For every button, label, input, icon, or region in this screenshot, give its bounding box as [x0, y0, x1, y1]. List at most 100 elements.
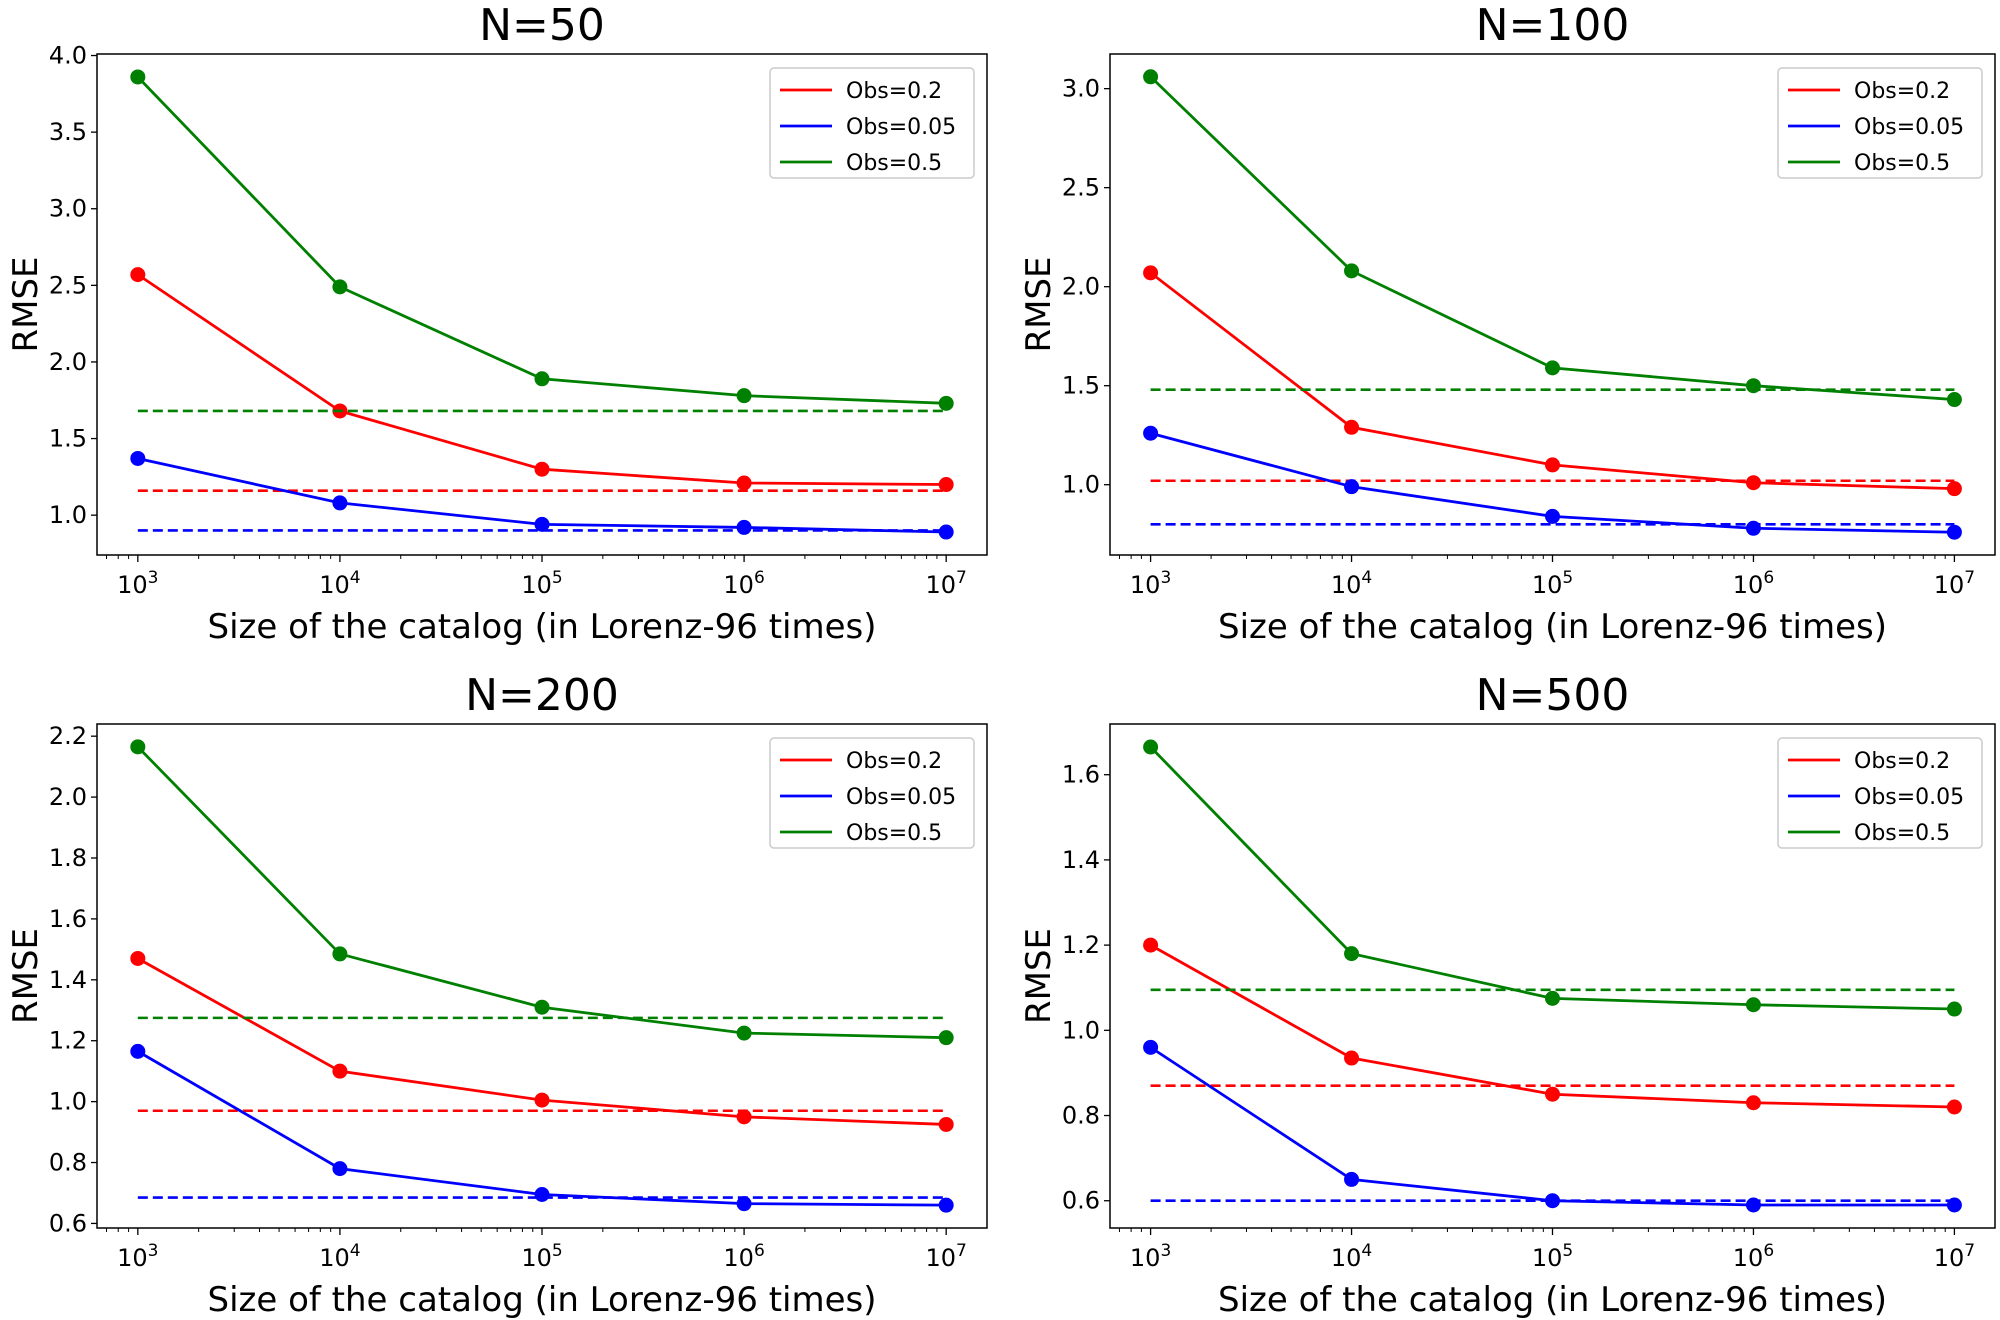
- data-point-obs-0p05: [736, 1196, 752, 1212]
- legend-label: Obs=0.05: [1854, 785, 1964, 810]
- y-axis-label: RMSE: [1019, 928, 1059, 1024]
- y-tick-label: 1.4: [1062, 846, 1100, 874]
- legend-label: Obs=0.5: [1854, 151, 1950, 176]
- data-point-obs-0p5: [736, 388, 752, 404]
- y-tick-label: 2.0: [49, 348, 87, 376]
- data-point-obs-0p5: [534, 999, 550, 1015]
- data-point-obs-0p05: [1545, 508, 1560, 524]
- data-point-obs-0p05: [130, 450, 146, 466]
- y-tick-label: 1.0: [49, 501, 87, 529]
- y-tick-label: 1.2: [49, 1027, 87, 1055]
- legend-label: Obs=0.05: [1854, 115, 1964, 140]
- data-point-obs-0p2: [736, 1109, 752, 1125]
- subplot-title: N=500: [1476, 670, 1630, 721]
- data-point-obs-0p5: [938, 1030, 954, 1046]
- x-tick-label: 104: [1331, 1241, 1372, 1272]
- data-point-obs-0p2: [332, 1063, 348, 1079]
- data-point-obs-0p2: [1545, 457, 1560, 473]
- data-point-obs-0p5: [736, 1025, 752, 1041]
- legend-label: Obs=0.2: [1854, 749, 1950, 774]
- legend-label: Obs=0.5: [1854, 821, 1950, 846]
- data-point-obs-0p05: [1344, 1171, 1360, 1187]
- y-tick-label: 0.6: [1062, 1187, 1100, 1215]
- y-tick-label: 2.5: [1062, 174, 1100, 202]
- x-tick-label: 107: [925, 1241, 966, 1272]
- data-point-obs-0p05: [938, 524, 954, 540]
- data-point-obs-0p2: [1946, 1099, 1962, 1115]
- data-point-obs-0p5: [1545, 360, 1560, 376]
- data-point-obs-0p5: [1143, 739, 1159, 755]
- series-line-obs-0p05: [1149, 1046, 1955, 1207]
- y-tick-label: 2.0: [1062, 273, 1100, 301]
- x-tick-label: 103: [117, 568, 158, 599]
- x-axis-label: Size of the catalog (in Lorenz-96 times): [1218, 1280, 1887, 1320]
- x-tick-label: 106: [723, 568, 764, 599]
- x-tick-label: 105: [1532, 1241, 1573, 1272]
- x-tick-label: 106: [1733, 1241, 1774, 1272]
- y-tick-label: 1.0: [1062, 471, 1100, 499]
- y-tick-label: 1.4: [49, 966, 87, 994]
- y-tick-label: 1.8: [49, 844, 87, 872]
- x-tick-label: 103: [1130, 1241, 1171, 1272]
- data-point-obs-0p2: [1745, 1095, 1761, 1111]
- legend-frame: [769, 737, 975, 849]
- y-tick-label: 2.5: [49, 271, 87, 299]
- y-axis-label: RMSE: [1019, 256, 1059, 352]
- data-point-obs-0p05: [534, 1187, 550, 1203]
- data-point-obs-0p2: [534, 461, 550, 477]
- data-point-obs-0p5: [332, 279, 348, 295]
- data-point-obs-0p5: [1143, 69, 1159, 85]
- y-tick-label: 2.2: [49, 722, 87, 750]
- legend-label: Obs=0.2: [846, 79, 942, 104]
- legend: Obs=0.2 Obs=0.05 Obs=0.5: [769, 737, 975, 849]
- y-axis-label: RMSE: [6, 256, 46, 352]
- data-point-obs-0p2: [736, 475, 752, 491]
- data-point-obs-0p5: [130, 739, 146, 755]
- legend-frame: [769, 67, 975, 179]
- y-tick-label: 1.6: [49, 905, 87, 933]
- legend: Obs=0.2 Obs=0.05 Obs=0.5: [1777, 737, 1983, 849]
- y-axis-label: RMSE: [6, 928, 46, 1024]
- x-tick-label: 107: [1934, 1241, 1975, 1272]
- legend-label: Obs=0.05: [846, 785, 956, 810]
- legend-label: Obs=0.2: [846, 749, 942, 774]
- data-point-obs-0p2: [1344, 419, 1360, 435]
- data-point-obs-0p2: [938, 477, 954, 493]
- series-line-obs-0p2: [1149, 271, 1955, 491]
- data-point-obs-0p2: [1745, 475, 1761, 491]
- y-tick-label: 0.6: [49, 1209, 87, 1237]
- data-point-obs-0p5: [1545, 990, 1560, 1006]
- data-point-obs-0p5: [938, 395, 954, 411]
- data-point-obs-0p2: [1946, 481, 1962, 497]
- legend-frame: [1777, 737, 1983, 849]
- legend-label: Obs=0.05: [846, 115, 956, 140]
- subplot-n-100: N=100 1.0 1.5 2.0 2.5 3.0 103 104 105 106 107 Size …: [1019, 0, 1996, 647]
- data-point-obs-0p05: [938, 1197, 954, 1213]
- y-tick-label: 3.0: [49, 195, 87, 223]
- x-tick-label: 106: [723, 1241, 764, 1272]
- x-tick-label: 103: [117, 1241, 158, 1272]
- legend-label: Obs=0.5: [846, 821, 942, 846]
- data-point-obs-0p05: [1143, 1039, 1159, 1055]
- x-tick-label: 105: [1532, 568, 1573, 599]
- x-axis-label: Size of the catalog (in Lorenz-96 times): [207, 1280, 876, 1320]
- data-point-obs-0p05: [332, 495, 348, 511]
- data-point-obs-0p5: [1946, 1001, 1962, 1017]
- y-tick-label: 1.0: [49, 1088, 87, 1116]
- x-tick-label: 103: [1130, 568, 1171, 599]
- data-point-obs-0p2: [938, 1116, 954, 1132]
- data-point-obs-0p2: [1344, 1050, 1360, 1066]
- data-point-obs-0p05: [332, 1161, 348, 1177]
- legend: Obs=0.2 Obs=0.05 Obs=0.5: [1777, 67, 1983, 179]
- data-point-obs-0p5: [1344, 946, 1360, 962]
- series-line-obs-0p05: [137, 1050, 947, 1207]
- x-tick-label: 106: [1733, 568, 1774, 599]
- x-axis-label: Size of the catalog (in Lorenz-96 times): [1218, 607, 1887, 647]
- legend-frame: [1777, 67, 1983, 179]
- x-tick-label: 105: [521, 1241, 562, 1272]
- y-tick-label: 4.0: [49, 42, 87, 70]
- y-tick-label: 3.0: [1062, 75, 1100, 103]
- x-tick-label: 104: [319, 1241, 360, 1272]
- y-tick-label: 1.5: [1062, 372, 1100, 400]
- data-point-obs-0p05: [1946, 1197, 1962, 1213]
